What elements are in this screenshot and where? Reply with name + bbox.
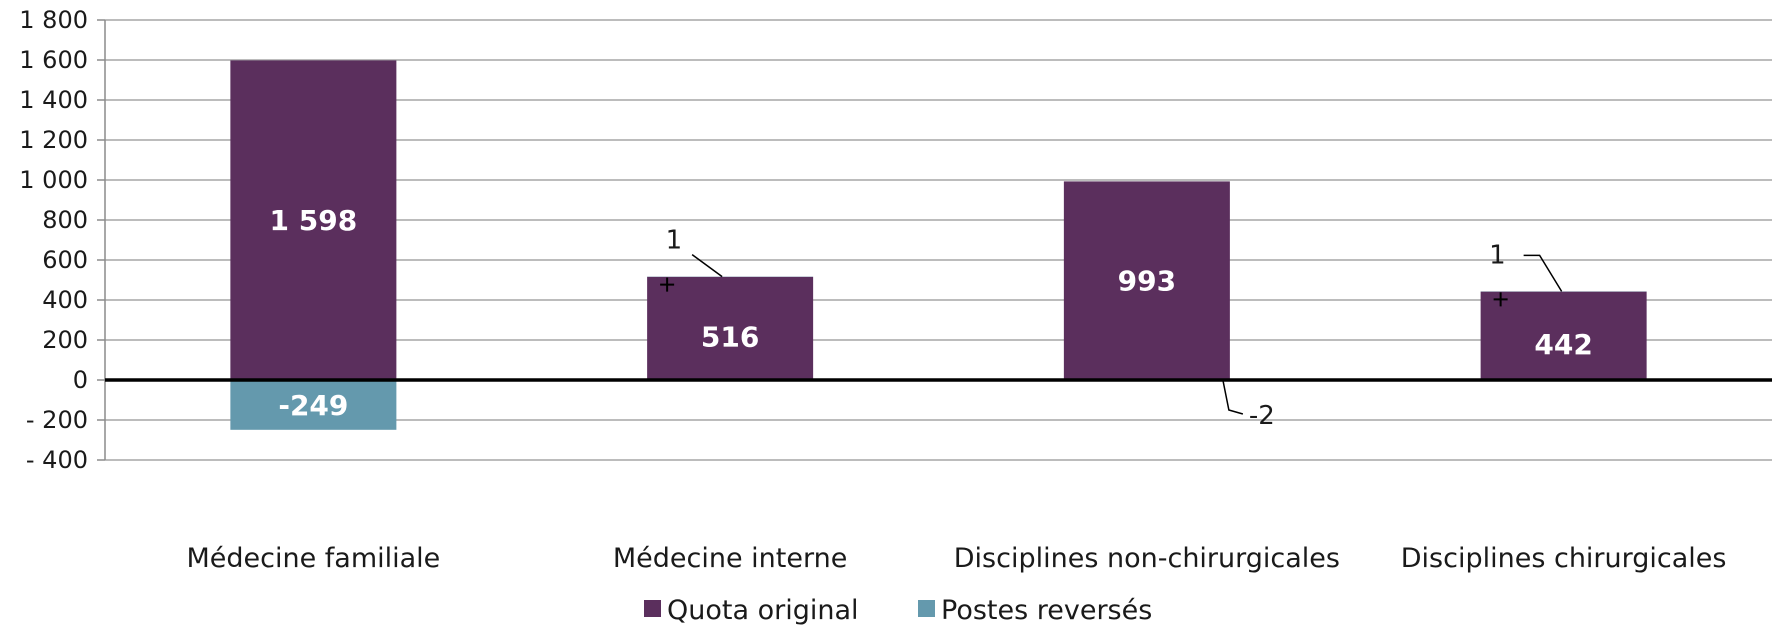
- data-labels: 1 598 516 993 442 -249 1 -2 1: [270, 204, 1593, 431]
- y-tick-label: - 200: [26, 406, 88, 434]
- y-tick-label: 1 800: [19, 6, 88, 34]
- legend: Quota original Postes reversés: [644, 595, 1152, 626]
- x-category-label: Disciplines chirurgicales: [1401, 543, 1727, 574]
- y-tick-label: 200: [42, 326, 88, 354]
- data-label-quota-original: 993: [1118, 265, 1176, 298]
- x-category-label: Médecine interne: [613, 543, 847, 574]
- data-label-quota-original: 442: [1534, 328, 1592, 361]
- bar-postes-reverses: [230, 380, 397, 430]
- x-axis: Médecine familiale Médecine interne Discip…: [186, 543, 1726, 574]
- plus-marker-icon: [660, 277, 675, 292]
- legend-swatch: [644, 600, 661, 617]
- bar-quota-original: [230, 60, 397, 381]
- y-tick-label: 1 000: [19, 166, 88, 194]
- x-category-label: Médecine familiale: [186, 543, 440, 574]
- callout-leader: [1523, 254, 1563, 292]
- y-tick-label: 400: [42, 286, 88, 314]
- bar-quota-original: [1480, 291, 1647, 380]
- legend-label: Quota original: [667, 595, 859, 626]
- y-tick-label: 0: [73, 366, 88, 394]
- plus-marker-icon: [1493, 292, 1508, 307]
- data-label-postes-reverses: 1: [666, 226, 683, 256]
- data-label-postes-reverses: 1: [1489, 240, 1506, 270]
- legend-swatch: [918, 600, 935, 617]
- y-axis: 1 800 1 600 1 400 1 200 1 000 800 600 400 200 0 - …: [19, 6, 106, 474]
- y-tick-label: 1 400: [19, 86, 88, 114]
- bar-quota-original: [647, 276, 814, 380]
- data-label-postes-reverses: -2: [1249, 401, 1275, 431]
- bar-quota-original: [1063, 181, 1230, 380]
- data-label-postes-reverses: -249: [278, 389, 348, 422]
- y-tick-label: - 400: [26, 446, 88, 474]
- data-label-quota-original: 516: [701, 320, 759, 353]
- y-tick-label: 1 200: [19, 126, 88, 154]
- y-tick-label: 600: [42, 246, 88, 274]
- legend-label: Postes reversés: [941, 595, 1152, 626]
- bars: [230, 60, 1647, 430]
- callout-leader: [1222, 379, 1244, 415]
- y-tick-label: 800: [42, 206, 88, 234]
- y-tick-label: 1 600: [19, 46, 88, 74]
- callout-leader: [691, 253, 723, 278]
- x-category-label: Disciplines non-chirurgicales: [954, 543, 1340, 574]
- data-label-quota-original: 1 598: [270, 204, 358, 237]
